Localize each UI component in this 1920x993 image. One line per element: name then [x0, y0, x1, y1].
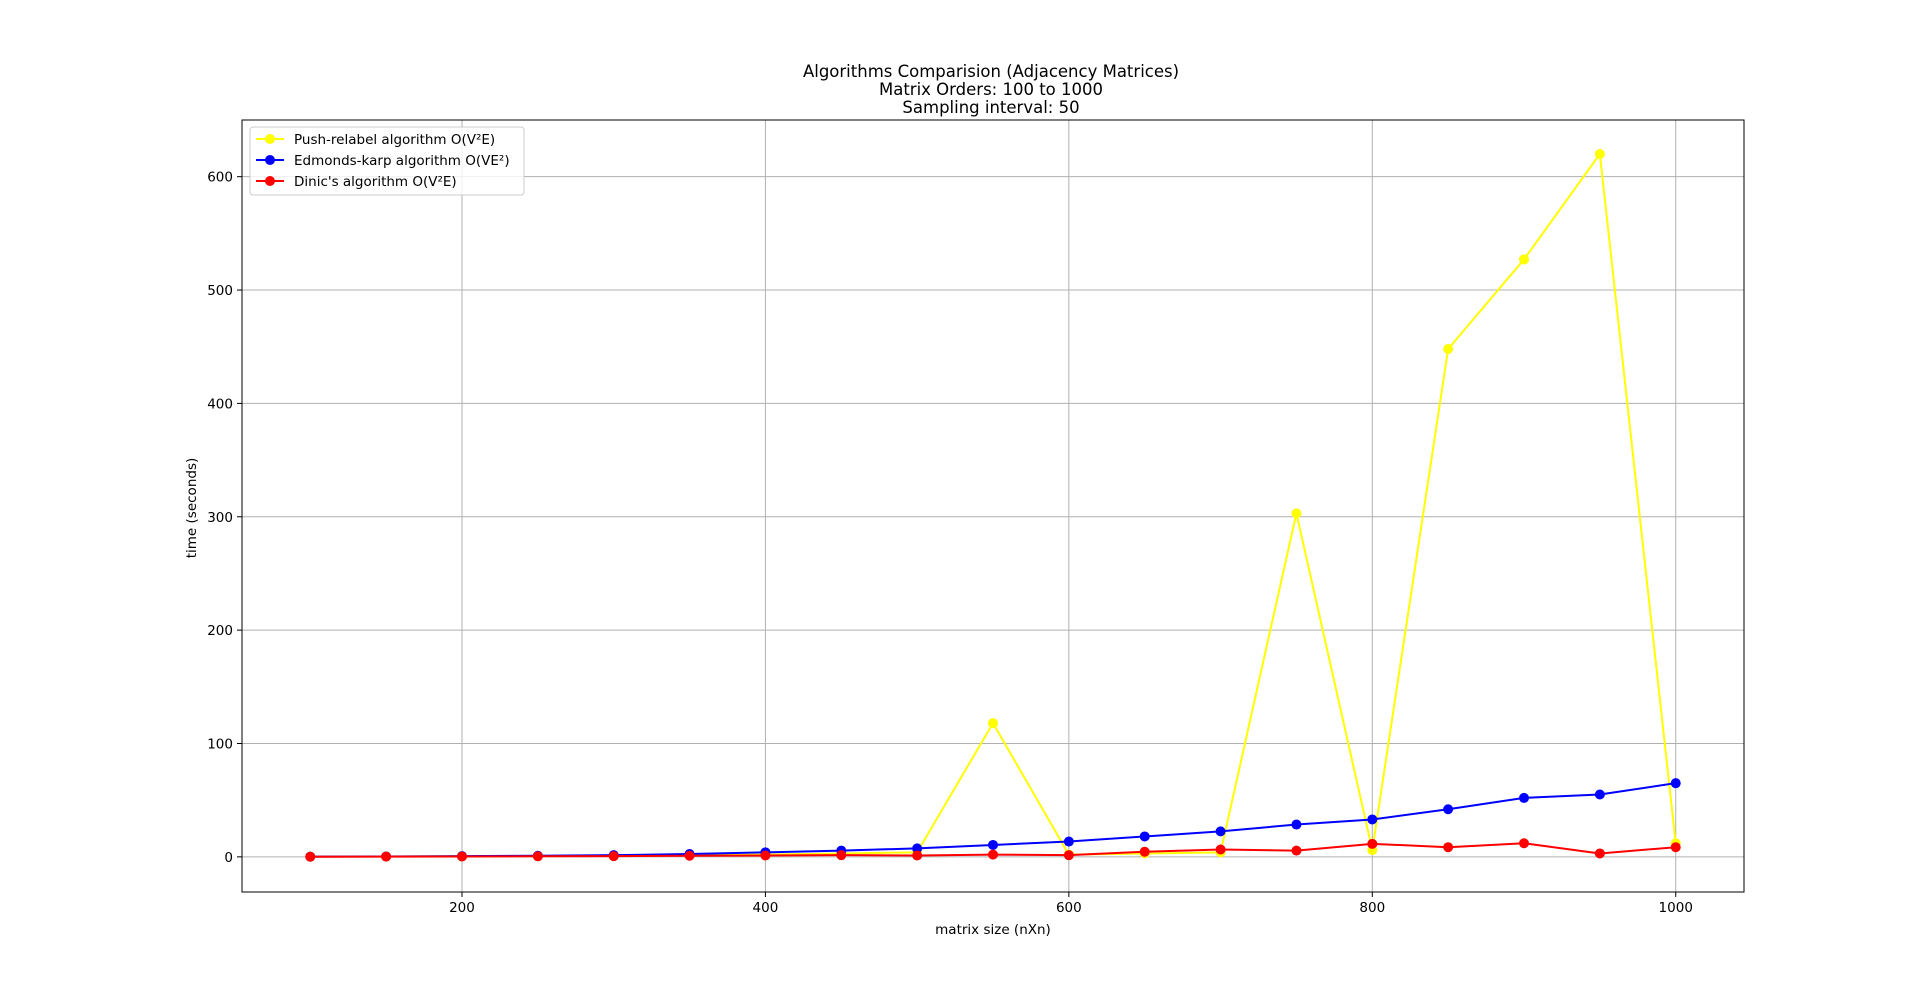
data-point-pushrelabel: [1594, 149, 1605, 160]
x-tick-label: 200: [449, 900, 475, 916]
data-point-edmondskarp: [1594, 789, 1605, 800]
data-point-dinics: [912, 850, 923, 861]
y-tick-label: 100: [207, 736, 233, 752]
plot-series: [305, 149, 1681, 862]
data-point-dinics: [1519, 838, 1530, 849]
legend-label-dinics: Dinic's algorithm O(V²E): [294, 174, 457, 190]
y-tick-label: 400: [207, 396, 233, 412]
data-point-dinics: [1063, 850, 1074, 861]
data-point-dinics: [988, 849, 998, 860]
data-point-dinics: [760, 850, 771, 861]
data-point-dinics: [608, 851, 619, 862]
legend: Push-relabel algorithm O(V²E) Edmonds-kar…: [249, 126, 525, 196]
data-point-pushrelabel: [1519, 254, 1530, 265]
x-axis-label: matrix size (nXn): [935, 922, 1051, 938]
x-tick-label: 600: [1056, 900, 1082, 916]
chart-title-line-1: Algorithms Comparision (Adjacency Matric…: [803, 62, 1179, 81]
y-tick-label: 300: [207, 510, 233, 526]
series-dinics: [305, 838, 1681, 862]
data-point-dinics: [1594, 848, 1605, 859]
x-tick-label: 800: [1359, 900, 1385, 916]
y-tick-label: 600: [207, 170, 233, 186]
data-point-dinics: [1215, 844, 1226, 855]
grid-lines: [242, 120, 1744, 892]
y-tick-label: 0: [224, 850, 233, 866]
legend-swatch-marker-dinics: [265, 176, 275, 186]
data-point-edmondskarp: [1063, 836, 1074, 847]
data-point-dinics: [1291, 845, 1302, 856]
legend-swatch-marker-pushrelabel: [265, 134, 275, 144]
data-point-pushrelabel: [1291, 508, 1302, 519]
data-point-edmondskarp: [912, 843, 923, 854]
data-point-dinics: [1443, 842, 1454, 853]
series-pushrelabel: [305, 149, 1681, 862]
data-point-pushrelabel: [988, 718, 998, 729]
data-point-edmondskarp: [1519, 792, 1530, 803]
y-tick-label: 200: [207, 623, 233, 639]
data-point-edmondskarp: [988, 839, 998, 850]
series-line-pushrelabel: [310, 153, 1677, 858]
x-tick-label: 1000: [1659, 900, 1693, 916]
data-point-dinics: [684, 850, 695, 861]
data-point-dinics: [1367, 838, 1378, 849]
data-point-dinics: [456, 851, 467, 862]
data-point-edmondskarp: [1367, 814, 1378, 825]
data-point-edmondskarp: [1215, 826, 1226, 837]
data-point-dinics: [1139, 846, 1150, 857]
series-edmondskarp: [305, 778, 1681, 862]
y-axis-label: time (seconds): [184, 458, 200, 559]
chart-title-line-2: Matrix Orders: 100 to 1000: [879, 80, 1103, 99]
data-point-dinics: [1670, 842, 1681, 853]
axis-ticks: 200 400 600 800 1000 0 100 200 300 400 500 600: [207, 170, 1693, 916]
legend-box: [249, 126, 525, 196]
data-point-dinics: [381, 851, 392, 862]
chart-title: Algorithms Comparision (Adjacency Matric…: [803, 62, 1179, 117]
x-tick-label: 400: [753, 900, 779, 916]
y-tick-label: 500: [207, 283, 233, 299]
data-point-edmondskarp: [1443, 804, 1454, 815]
data-point-edmondskarp: [1291, 819, 1302, 830]
legend-swatch-marker-edmondskarp: [265, 155, 275, 165]
plot-area-frame: [241, 119, 1745, 893]
data-point-edmondskarp: [1139, 831, 1150, 842]
data-point-dinics: [836, 850, 847, 861]
data-point-pushrelabel: [1443, 343, 1454, 354]
data-point-dinics: [532, 851, 543, 862]
data-point-edmondskarp: [1670, 778, 1681, 789]
legend-label-edmondskarp: Edmonds-karp algorithm O(VE²): [294, 153, 510, 169]
legend-label-pushrelabel: Push-relabel algorithm O(V²E): [294, 132, 495, 148]
chart-title-line-3: Sampling interval: 50: [902, 98, 1079, 117]
data-point-dinics: [305, 851, 316, 862]
